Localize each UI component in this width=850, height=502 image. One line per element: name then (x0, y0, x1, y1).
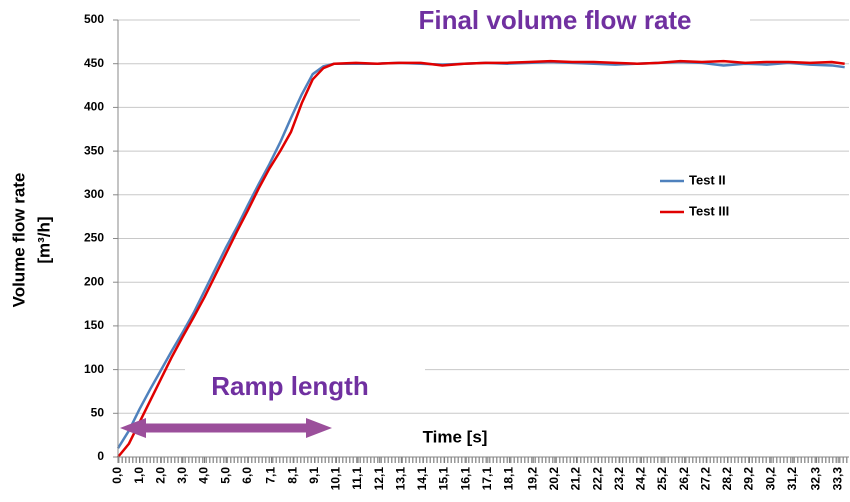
x-tick-label: 19,2 (525, 467, 539, 491)
x-tick-label: 29,2 (742, 467, 756, 491)
legend-label: Test III (689, 203, 729, 218)
x-tick-label: 6,0 (240, 467, 254, 484)
y-tick-label: 450 (84, 56, 104, 70)
x-tick-label: 32,3 (809, 467, 823, 491)
y-tick-label: 200 (84, 274, 104, 288)
annotation: Final volume flow rate (418, 5, 691, 35)
y-tick-label: 150 (84, 318, 104, 332)
x-tick-label: 13,1 (393, 467, 407, 491)
annotation: Ramp length (211, 371, 368, 401)
ramp-arrow (120, 418, 332, 438)
x-tick-label: 24,2 (634, 467, 648, 491)
y-tick-label: 50 (91, 405, 105, 419)
y-tick-label: 100 (84, 362, 104, 376)
y-tick-label: 300 (84, 187, 104, 201)
y-tick-label: 350 (84, 143, 104, 157)
y-tick-label: 400 (84, 100, 104, 114)
x-tick-label: 30,2 (763, 467, 777, 491)
x-tick-label: 9,1 (307, 467, 321, 484)
x-tick-label: 21,2 (569, 467, 583, 491)
xlabel-box (410, 424, 505, 452)
x-tick-label: 12,1 (372, 467, 386, 491)
x-tick-label: 3,0 (175, 467, 189, 484)
annotation-box (360, 2, 750, 42)
x-tick-label: 2,0 (153, 467, 167, 484)
x-tick-label: 28,2 (720, 467, 734, 491)
y-tick-label: 0 (97, 449, 104, 463)
x-tick-label: 8,1 (285, 467, 299, 484)
x-tick-label: 5,0 (218, 467, 232, 484)
x-tick-label: 27,2 (698, 467, 712, 491)
legend-label: Test II (689, 172, 726, 187)
x-tick-label: 0,0 (110, 467, 124, 484)
x-tick-label: 25,2 (655, 467, 669, 491)
x-tick-label: 1,0 (132, 467, 146, 484)
x-tick-label: 14,1 (415, 467, 429, 491)
x-tick-label: 17,1 (480, 467, 494, 491)
x-axis-label: Time [s] (423, 427, 488, 446)
x-tick-label: 31,2 (785, 467, 799, 491)
annotation-box (185, 368, 425, 408)
x-tick-label: 15,1 (437, 467, 451, 491)
x-tick-label: 22,2 (590, 467, 604, 491)
x-tick-label: 26,2 (677, 467, 691, 491)
x-tick-label: 18,1 (502, 467, 516, 491)
x-tick-label: 23,2 (612, 467, 626, 491)
x-tick-label: 4,0 (197, 467, 211, 484)
series-line (117, 59, 845, 458)
x-tick-label: 20,2 (547, 467, 561, 491)
x-tick-label: 16,1 (458, 467, 472, 491)
x-tick-label: 11,1 (350, 467, 364, 490)
x-tick-label: 10,1 (329, 467, 343, 491)
y-tick-label: 250 (84, 231, 104, 245)
y-axis-label: Volume flow rate (9, 173, 28, 308)
x-tick-label: 7,1 (264, 467, 278, 484)
axes: 0 50 100 150 200 250 300 350 400 450 500 0,0 1,0 2,0 3… (84, 12, 849, 490)
y-axis-label: [m³/h] (34, 216, 53, 263)
y-tick-label: 500 (84, 12, 104, 26)
lines (116, 59, 845, 458)
x-tick-label: 33,3 (830, 467, 844, 491)
